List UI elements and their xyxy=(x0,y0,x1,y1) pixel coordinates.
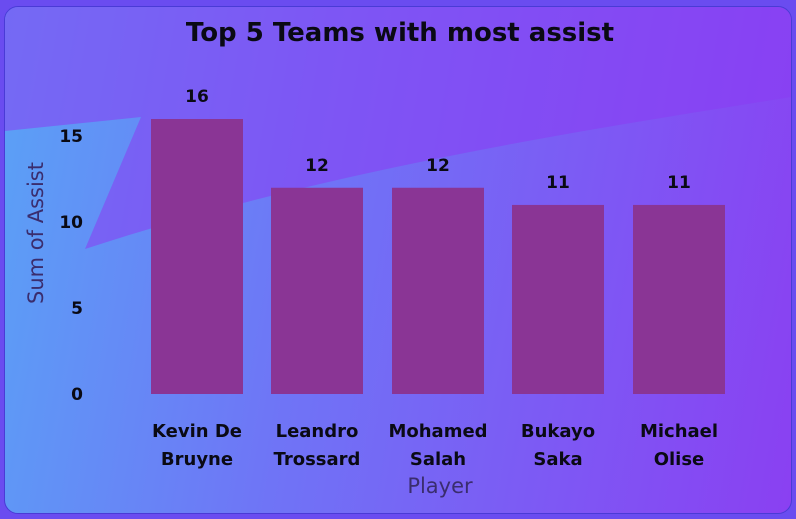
data-label: 11 xyxy=(667,173,691,193)
bar[interactable] xyxy=(392,187,484,394)
chart-card: Top 5 Teams with most assist 0 5 10 15 16 12… xyxy=(4,6,792,514)
x-tick-label: Leandro xyxy=(276,421,359,442)
x-tick-label: Salah xyxy=(410,449,466,470)
y-tick-label: 15 xyxy=(59,127,83,147)
data-label: 11 xyxy=(546,173,570,193)
y-axis-ticks: 0 5 10 15 xyxy=(59,127,83,405)
x-tick-label: Bukayo xyxy=(521,421,595,442)
bars xyxy=(151,119,725,394)
data-labels: 16 12 12 11 11 xyxy=(185,87,691,193)
chart-title: Top 5 Teams with most assist xyxy=(186,18,614,48)
bar[interactable] xyxy=(633,204,725,394)
x-tick-label: Michael xyxy=(640,421,718,442)
x-tick-label: Bruyne xyxy=(161,449,233,470)
x-axis-ticks: Kevin De Bruyne Leandro Trossard Mohamed Sala… xyxy=(152,421,718,470)
bar[interactable] xyxy=(271,187,363,394)
bar-chart: Top 5 Teams with most assist 0 5 10 15 16 12… xyxy=(5,7,791,498)
bar[interactable] xyxy=(512,204,604,394)
data-label: 12 xyxy=(305,156,329,176)
x-tick-label: Olise xyxy=(654,449,705,470)
data-label: 12 xyxy=(426,156,450,176)
x-tick-label: Trossard xyxy=(274,449,361,470)
x-tick-label: Mohamed xyxy=(388,421,487,442)
bar[interactable] xyxy=(151,119,243,394)
y-axis-title: Sum of Assist xyxy=(24,162,48,304)
x-tick-label: Saka xyxy=(533,449,582,470)
y-tick-label: 5 xyxy=(71,299,83,319)
y-tick-label: 10 xyxy=(59,213,83,233)
data-label: 16 xyxy=(185,87,209,107)
y-tick-label: 0 xyxy=(71,385,83,405)
x-axis-title: Player xyxy=(407,474,473,498)
x-tick-label: Kevin De xyxy=(152,421,242,442)
